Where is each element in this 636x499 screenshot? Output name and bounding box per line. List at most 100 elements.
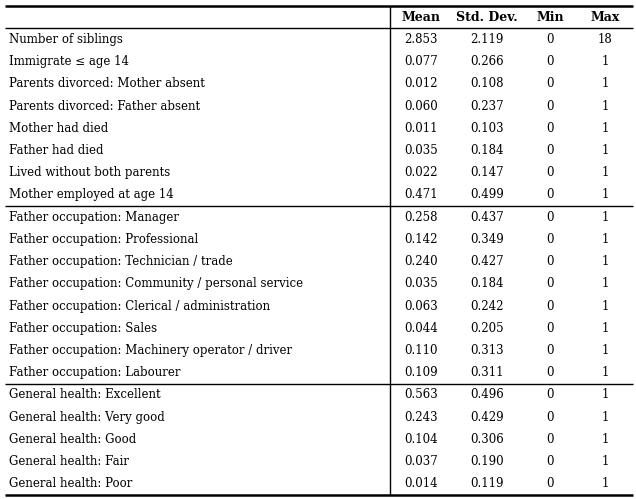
Text: Mother employed at age 14: Mother employed at age 14 [9, 189, 174, 202]
Text: Father occupation: Labourer: Father occupation: Labourer [9, 366, 181, 379]
Text: Father occupation: Professional: Father occupation: Professional [9, 233, 198, 246]
Text: 0: 0 [546, 478, 554, 491]
Text: 0: 0 [546, 366, 554, 379]
Text: Father occupation: Sales: Father occupation: Sales [9, 322, 157, 335]
Text: 0.437: 0.437 [470, 211, 504, 224]
Text: 0.184: 0.184 [470, 277, 504, 290]
Text: Father occupation: Machinery operator / driver: Father occupation: Machinery operator / … [9, 344, 292, 357]
Text: 0.429: 0.429 [470, 411, 504, 424]
Text: 1: 1 [602, 299, 609, 312]
Text: 1: 1 [602, 255, 609, 268]
Text: 0.258: 0.258 [404, 211, 438, 224]
Text: 18: 18 [598, 33, 612, 46]
Text: Max: Max [590, 10, 620, 23]
Text: 0: 0 [546, 122, 554, 135]
Text: 0: 0 [546, 189, 554, 202]
Text: 0.237: 0.237 [470, 99, 504, 112]
Text: 0.103: 0.103 [470, 122, 504, 135]
Text: 1: 1 [602, 166, 609, 179]
Text: 0.060: 0.060 [404, 99, 438, 112]
Text: 1: 1 [602, 233, 609, 246]
Text: 0.499: 0.499 [470, 189, 504, 202]
Text: General health: Excellent: General health: Excellent [9, 389, 160, 402]
Text: 0.243: 0.243 [404, 411, 438, 424]
Text: 1: 1 [602, 478, 609, 491]
Text: 0.184: 0.184 [470, 144, 504, 157]
Text: 1: 1 [602, 322, 609, 335]
Text: Parents divorced: Father absent: Parents divorced: Father absent [9, 99, 200, 112]
Text: 0: 0 [546, 322, 554, 335]
Text: Min: Min [536, 10, 564, 23]
Text: Father occupation: Technician / trade: Father occupation: Technician / trade [9, 255, 233, 268]
Text: 2.853: 2.853 [404, 33, 438, 46]
Text: Father occupation: Clerical / administration: Father occupation: Clerical / administra… [9, 299, 270, 312]
Text: Lived without both parents: Lived without both parents [9, 166, 170, 179]
Text: 0.011: 0.011 [404, 122, 438, 135]
Text: 1: 1 [602, 77, 609, 90]
Text: 0: 0 [546, 433, 554, 446]
Text: 0: 0 [546, 144, 554, 157]
Text: 0.044: 0.044 [404, 322, 438, 335]
Text: 0.119: 0.119 [470, 478, 504, 491]
Text: Mean: Mean [401, 10, 441, 23]
Text: 1: 1 [602, 144, 609, 157]
Text: 0: 0 [546, 211, 554, 224]
Text: Father had died: Father had died [9, 144, 104, 157]
Text: 0: 0 [546, 389, 554, 402]
Text: 1: 1 [602, 433, 609, 446]
Text: General health: Very good: General health: Very good [9, 411, 165, 424]
Text: 0: 0 [546, 77, 554, 90]
Text: 0: 0 [546, 411, 554, 424]
Text: 0.110: 0.110 [404, 344, 438, 357]
Text: 0.104: 0.104 [404, 433, 438, 446]
Text: Father occupation: Community / personal service: Father occupation: Community / personal … [9, 277, 303, 290]
Text: 0.037: 0.037 [404, 455, 438, 468]
Text: Std. Dev.: Std. Dev. [456, 10, 518, 23]
Text: 1: 1 [602, 411, 609, 424]
Text: 1: 1 [602, 344, 609, 357]
Text: 0.306: 0.306 [470, 433, 504, 446]
Text: 1: 1 [602, 211, 609, 224]
Text: 1: 1 [602, 389, 609, 402]
Text: 0.471: 0.471 [404, 189, 438, 202]
Text: 0.109: 0.109 [404, 366, 438, 379]
Text: 0.311: 0.311 [470, 366, 504, 379]
Text: 0.563: 0.563 [404, 389, 438, 402]
Text: 0.266: 0.266 [470, 55, 504, 68]
Text: 0.349: 0.349 [470, 233, 504, 246]
Text: 0: 0 [546, 233, 554, 246]
Text: 0.242: 0.242 [470, 299, 504, 312]
Text: 0.190: 0.190 [470, 455, 504, 468]
Text: 0: 0 [546, 299, 554, 312]
Text: 0.035: 0.035 [404, 144, 438, 157]
Text: 0: 0 [546, 55, 554, 68]
Text: 0.108: 0.108 [470, 77, 504, 90]
Text: 0: 0 [546, 166, 554, 179]
Text: 0: 0 [546, 99, 554, 112]
Text: Immigrate ≤ age 14: Immigrate ≤ age 14 [9, 55, 129, 68]
Text: 0.035: 0.035 [404, 277, 438, 290]
Text: 0.427: 0.427 [470, 255, 504, 268]
Text: 0.022: 0.022 [404, 166, 438, 179]
Text: 0: 0 [546, 277, 554, 290]
Text: General health: Fair: General health: Fair [9, 455, 129, 468]
Text: 0.142: 0.142 [404, 233, 438, 246]
Text: 1: 1 [602, 366, 609, 379]
Text: 0.014: 0.014 [404, 478, 438, 491]
Text: 0.240: 0.240 [404, 255, 438, 268]
Text: General health: Poor: General health: Poor [9, 478, 132, 491]
Text: 0: 0 [546, 344, 554, 357]
Text: Number of siblings: Number of siblings [9, 33, 123, 46]
Text: 0: 0 [546, 33, 554, 46]
Text: 0.063: 0.063 [404, 299, 438, 312]
Text: 1: 1 [602, 277, 609, 290]
Text: 0.147: 0.147 [470, 166, 504, 179]
Text: Mother had died: Mother had died [9, 122, 108, 135]
Text: Parents divorced: Mother absent: Parents divorced: Mother absent [9, 77, 205, 90]
Text: 0: 0 [546, 255, 554, 268]
Text: 1: 1 [602, 455, 609, 468]
Text: 1: 1 [602, 55, 609, 68]
Text: 1: 1 [602, 122, 609, 135]
Text: 0.077: 0.077 [404, 55, 438, 68]
Text: Father occupation: Manager: Father occupation: Manager [9, 211, 179, 224]
